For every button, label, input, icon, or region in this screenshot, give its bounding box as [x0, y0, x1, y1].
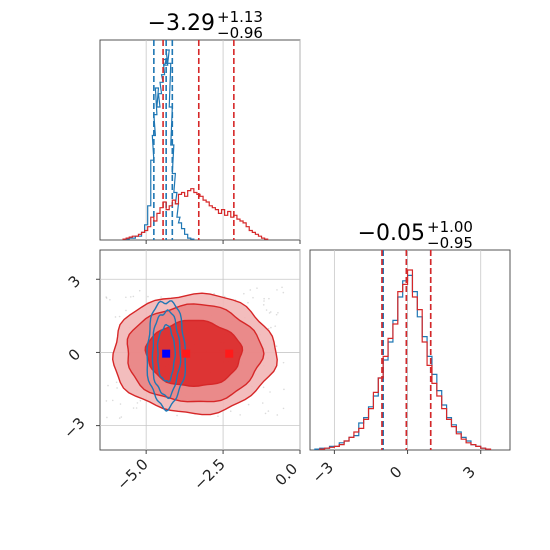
- sample-point: [282, 361, 285, 364]
- sample-point: [277, 312, 279, 314]
- sample-point: [275, 313, 278, 316]
- blue-contour-level-0: [156, 323, 177, 383]
- sample-point: [139, 399, 142, 402]
- sample-point: [118, 417, 121, 419]
- sample-point: [213, 292, 215, 295]
- contour-x-tick-label: 0.0: [272, 460, 302, 490]
- sample-point: [256, 287, 258, 289]
- sample-point: [125, 309, 127, 312]
- sample-point: [263, 297, 265, 300]
- contour-y-tick-label: 3: [65, 272, 84, 291]
- sample-point: [125, 296, 127, 299]
- sample-point: [120, 416, 123, 418]
- red-contour-level-0: [144, 319, 244, 388]
- bottom-right-x-tick-label: 0: [386, 463, 405, 482]
- sample-point: [106, 416, 108, 419]
- sample-point: [281, 286, 283, 289]
- red-marker: [225, 349, 234, 358]
- sample-point: [116, 387, 118, 389]
- bottom-right-title-minus: −0.95: [427, 234, 473, 252]
- top-left-panel-frame: [99, 39, 301, 241]
- sample-point: [262, 304, 265, 306]
- sample-point: [282, 291, 285, 294]
- sample-point: [275, 345, 278, 347]
- sample-point: [243, 292, 245, 295]
- sample-point: [268, 297, 270, 300]
- sample-point: [147, 295, 149, 298]
- sample-point: [223, 295, 226, 298]
- sample-point: [136, 402, 139, 404]
- sample-point: [265, 309, 268, 311]
- contour-y-tick-label: −3: [60, 414, 88, 442]
- bottom-right-panel-frame: [309, 249, 511, 451]
- sample-point: [107, 384, 109, 387]
- sample-point: [132, 407, 135, 409]
- contour-x-tick-label: −5.0: [113, 455, 151, 493]
- sample-point: [176, 414, 178, 417]
- sample-point: [261, 402, 264, 404]
- sample-point: [105, 296, 107, 298]
- sample-point: [274, 325, 277, 327]
- sample-point: [283, 388, 285, 391]
- sample-point: [115, 381, 118, 384]
- blue-contour-level-1: [151, 309, 182, 400]
- sample-point: [267, 327, 270, 330]
- red-marker: [182, 349, 191, 358]
- sample-point: [239, 414, 241, 416]
- bottom-right-hist-series-0: [314, 274, 492, 450]
- sample-point: [105, 297, 108, 299]
- sample-point: [249, 289, 252, 291]
- sample-point: [135, 407, 138, 409]
- sample-point: [276, 289, 278, 291]
- top-left-title-value: −3.29: [148, 11, 215, 36]
- top-left-title-plus: +1.13: [217, 8, 263, 26]
- sample-point: [269, 391, 271, 393]
- bottom-right-x-tick-label: 3: [459, 463, 478, 482]
- sample-point: [269, 311, 272, 313]
- sample-point: [111, 399, 114, 402]
- sample-point: [267, 410, 270, 412]
- sample-point: [262, 386, 265, 389]
- sample-point: [160, 296, 162, 298]
- top-left-title-minus: −0.96: [217, 24, 263, 42]
- sample-point: [276, 414, 279, 416]
- bottom-right-title: −0.05 +1.00−0.95: [358, 218, 473, 252]
- sample-point: [118, 315, 121, 318]
- sample-point: [132, 295, 135, 298]
- sample-point: [263, 300, 265, 302]
- sample-point: [247, 403, 250, 406]
- sample-point: [109, 298, 111, 301]
- sample-point: [138, 289, 141, 292]
- sample-point: [268, 312, 271, 314]
- bottom-right-hist-series-1: [319, 269, 492, 450]
- sample-point: [217, 415, 219, 417]
- bottom-right-x-tick-label: −3: [309, 458, 337, 486]
- sample-point: [229, 410, 232, 412]
- top-left-title: −3.29 +1.13−0.96: [148, 8, 263, 42]
- sample-point: [129, 296, 132, 298]
- sample-point: [282, 407, 285, 410]
- sample-point: [105, 400, 108, 402]
- blue-marker: [162, 349, 171, 358]
- sample-point: [252, 296, 254, 299]
- bottom-right-title-value: −0.05: [358, 221, 425, 246]
- contour-y-tick-label: 0: [65, 345, 84, 364]
- top-left-hist-series-1: [122, 188, 269, 240]
- sample-point: [119, 403, 122, 405]
- sample-point: [264, 412, 267, 415]
- sample-point: [114, 316, 117, 318]
- contour-x-tick-label: −2.5: [190, 455, 228, 493]
- blue-contour-level-2: [146, 300, 187, 412]
- sample-point: [270, 326, 272, 329]
- bottom-right-title-plus: +1.00: [427, 218, 473, 236]
- sample-point: [247, 301, 249, 304]
